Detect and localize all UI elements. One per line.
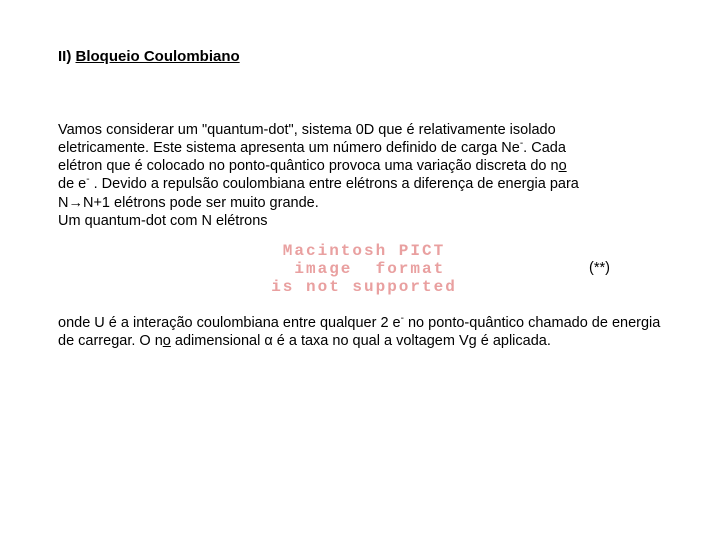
pict-placeholder: Macintosh PICT image format is not suppo… xyxy=(271,243,457,296)
p1-line2: eletricamente. Este sistema apresenta um… xyxy=(58,139,670,157)
p2-l2b: adimensional α é a taxa no qual a xyxy=(171,333,392,349)
image-placeholder-row: Macintosh PICT image format is not suppo… xyxy=(58,240,670,300)
p1-l3a: elétron que é colocado no ponto-quântico… xyxy=(58,158,559,174)
p2-line1: onde U é a interação coulombiana entre q… xyxy=(58,315,524,331)
p1-l2a: eletricamente. Este sistema apresenta um… xyxy=(58,140,520,156)
p2-l1a: onde U é a interação coulombiana entre q… xyxy=(58,315,401,331)
p1-line3: elétron que é colocado no ponto-quântico… xyxy=(58,157,670,175)
section-title: II) Bloqueio Coulombiano xyxy=(58,48,670,65)
p1-l4a: de e xyxy=(58,176,86,192)
p1-l3uo: o xyxy=(559,158,567,174)
p1-line4: de e- . Devido a repulsão coulombiana en… xyxy=(58,175,670,193)
title-text: Bloqueio Coulombiano xyxy=(76,48,240,65)
paragraph-2: onde U é a interação coulombiana entre q… xyxy=(58,314,670,351)
title-prefix: II) xyxy=(58,48,76,65)
p2-l2uo: o xyxy=(163,333,171,349)
p1-l2b: . Cada xyxy=(523,140,566,156)
p1-l1a: Vamos considerar um "quantum-dot", siste… xyxy=(58,122,556,138)
slide-page: II) Bloqueio Coulombiano Vamos considera… xyxy=(0,0,720,540)
equation-marker: (**) xyxy=(589,260,610,276)
p2-line3: voltagem Vg é aplicada. xyxy=(396,333,551,349)
paragraph-1: Vamos considerar um "quantum-dot", siste… xyxy=(58,121,670,230)
p1-line1: Vamos considerar um "quantum-dot", siste… xyxy=(58,121,670,139)
p1-line5: N→N+1 elétrons pode ser muito grande. xyxy=(58,194,670,212)
p1-line6: Um quantum-dot com N elétrons xyxy=(58,212,670,230)
p2-l1b: no ponto-quântico xyxy=(404,315,524,331)
p1-l4b: . Devido a repulsão coulombiana entre el… xyxy=(90,176,579,192)
